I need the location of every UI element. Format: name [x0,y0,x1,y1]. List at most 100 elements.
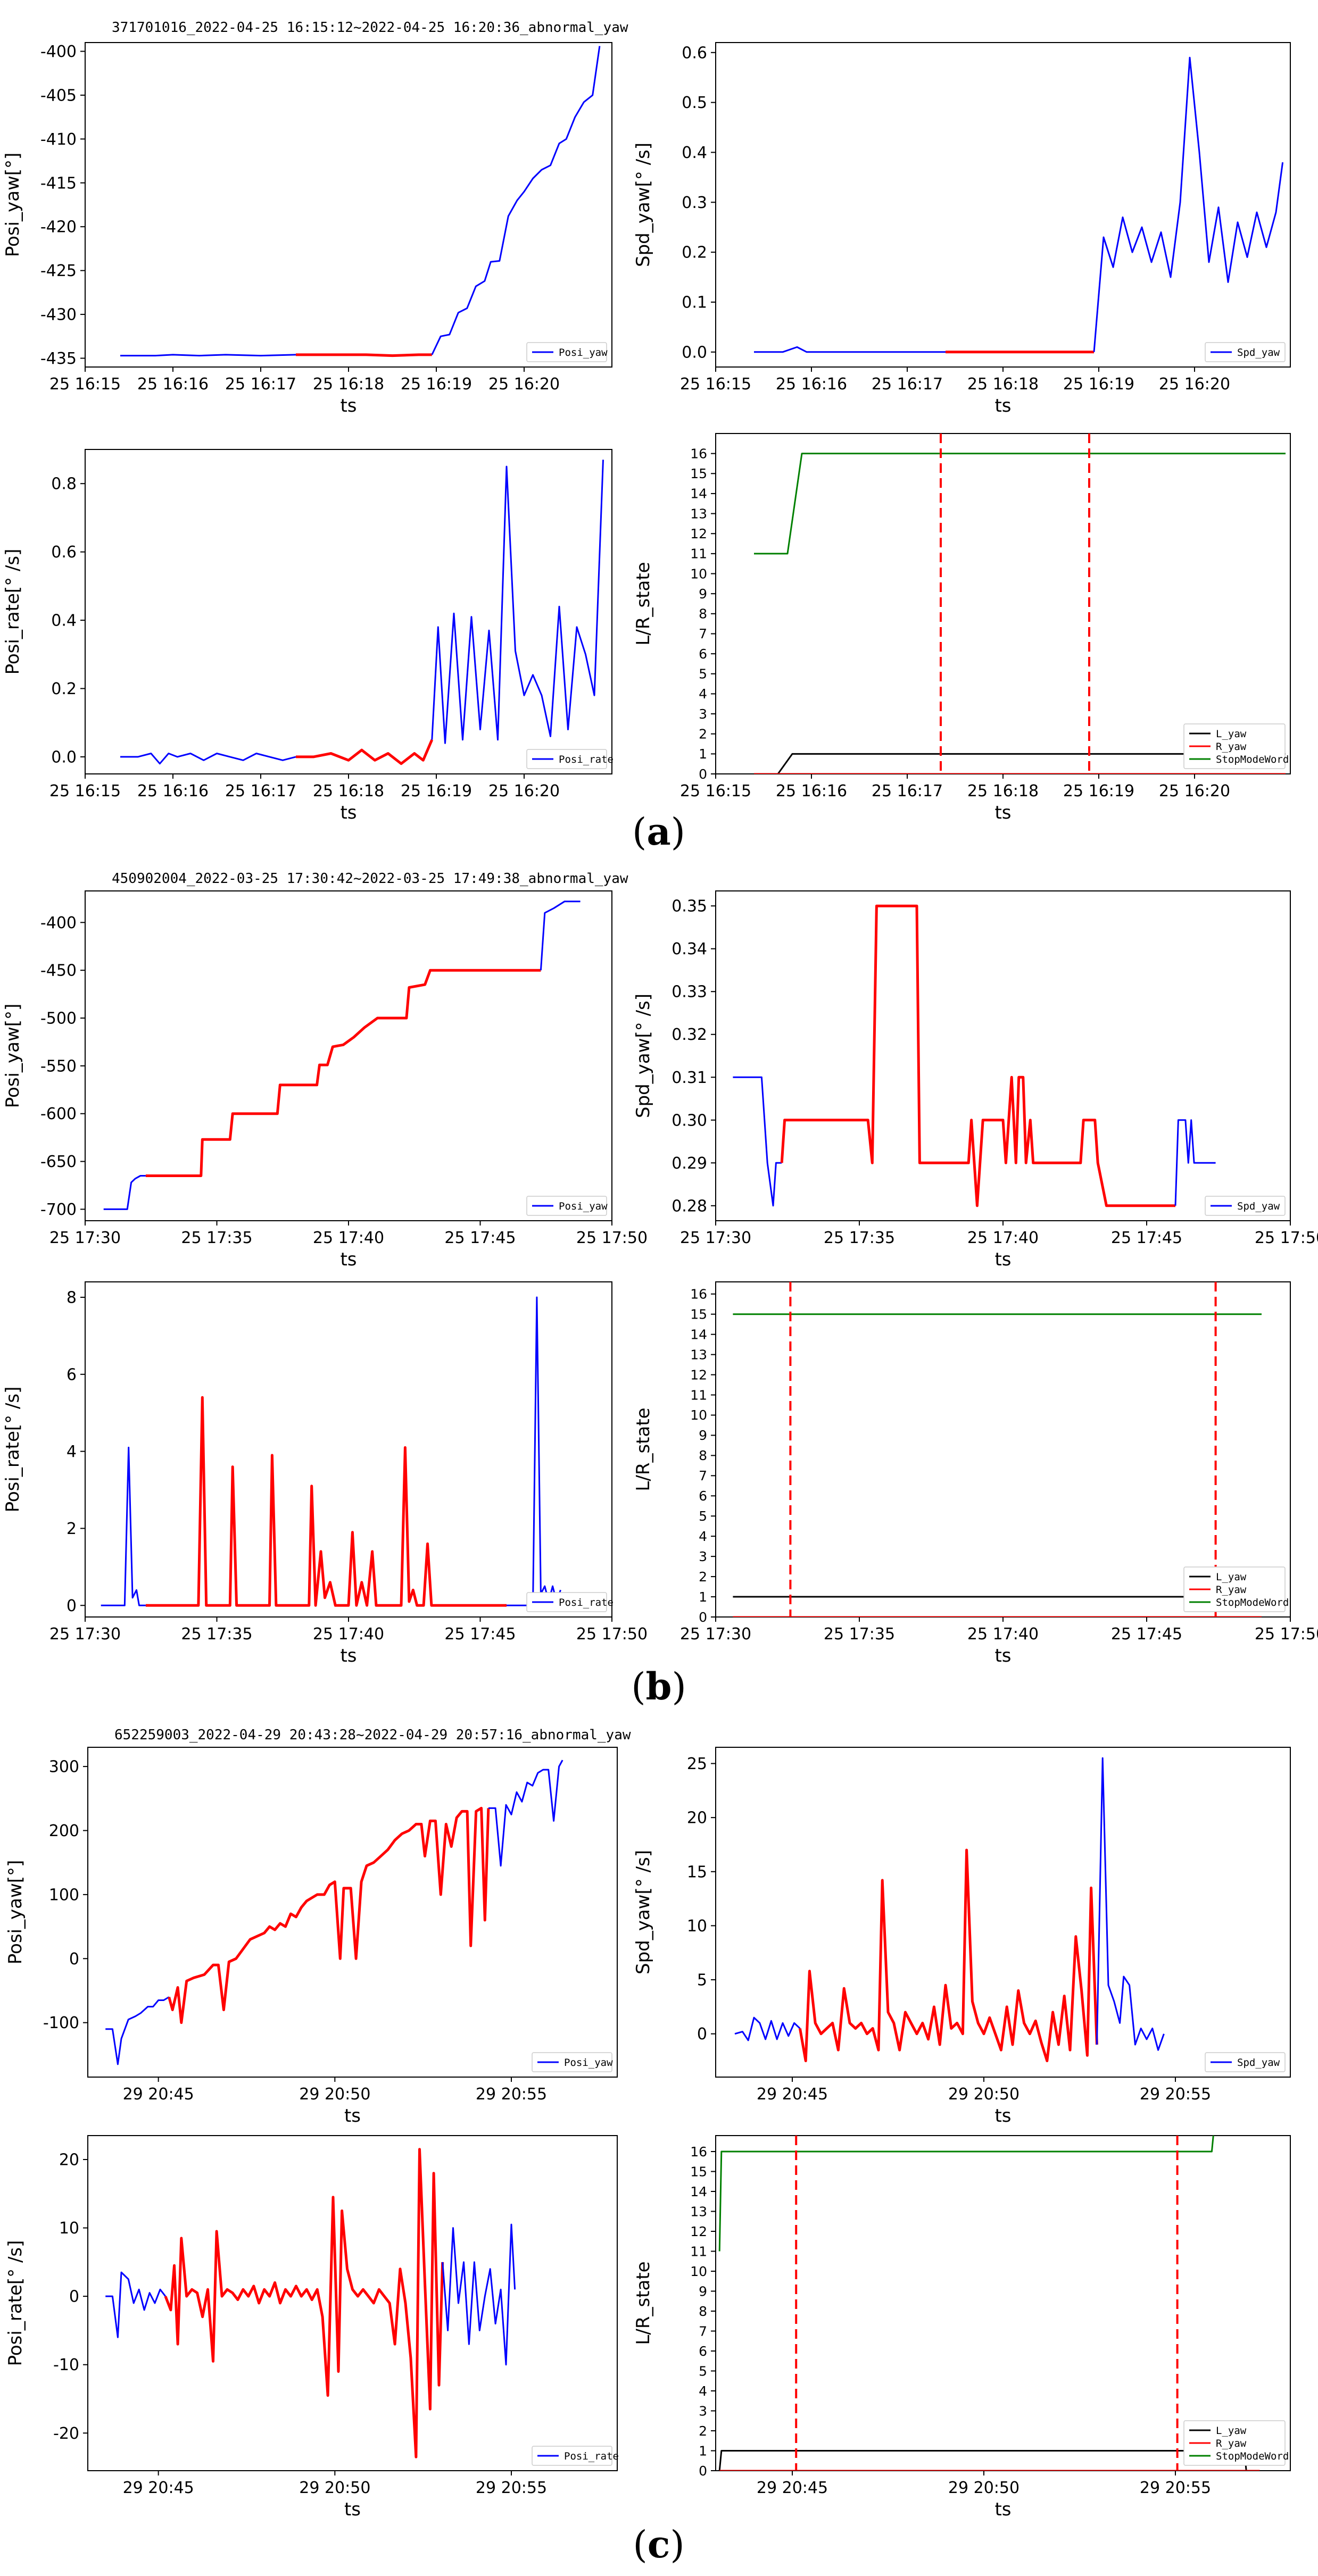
x-axis-label: ts [340,802,357,823]
y-tick-label: 1 [699,1589,707,1605]
y-tick-label: 0.4 [51,612,77,630]
y-tick-label: -415 [40,174,77,193]
y-tick-label: 11 [690,2244,707,2259]
y-axis-label: Spd_yaw[° /s] [633,143,654,267]
x-tick-label: 25 17:40 [967,1229,1039,1247]
panel-a-title: 371701016_2022-04-25 16:15:12~2022-04-25… [112,20,628,36]
x-tick-label: 25 17:30 [680,1625,751,1644]
plot-frame [87,1747,618,2078]
y-tick-label: -20 [53,2424,79,2443]
y-tick-label: 15 [690,2164,707,2179]
y-tick-label: -405 [40,86,77,105]
x-tick-label: 25 16:20 [1159,782,1230,801]
subplot-c-lr-state: 29 20:45 29 20:50 29 20:550123456789101112… [633,2135,1291,2520]
y-axis-label: L/R_state [633,562,654,645]
y-tick-label: 2 [699,726,707,741]
series-line-posi-yaw [540,901,581,971]
plot-frame [715,1747,1291,2078]
x-axis-label: ts [340,1249,357,1270]
legend-box [1205,1196,1286,1216]
x-axis-label: ts [994,1249,1011,1270]
legend-box [526,1592,607,1612]
x-axis-label: ts [994,1645,1011,1666]
y-axis-label: L/R_state [633,2261,654,2345]
legend-box [1205,2052,1286,2072]
x-axis-label: ts [340,395,357,416]
x-axis-label: ts [994,395,1011,416]
y-tick-label: 0.33 [672,983,707,1002]
x-tick-label: 29 20:50 [948,2085,1019,2104]
y-tick-label: 16 [690,2144,707,2160]
panel-c-label: (c) [633,2522,684,2566]
legend-label: L_yaw [1216,728,1247,740]
subplot-c-posi-rate: 29 20:45 29 20:50 29 20:55 -20 -10 0 10 20 ts Pos… [5,2135,619,2520]
x-tick-label: 25 16:20 [488,375,560,394]
y-tick-label: 2 [67,1520,77,1538]
y-tick-label: 0 [699,2463,707,2479]
y-axis-label: Posi_yaw[°] [5,1860,26,1965]
legend-label: Posi_yaw [564,2057,613,2069]
x-tick-label: 25 16:19 [401,375,472,394]
legend-box [532,2446,612,2466]
x-tick-label: 25 16:18 [967,375,1039,394]
plot-data-area [105,1760,563,2065]
y-tick-label: 0 [699,766,707,782]
series-line-posi-rate [120,753,296,765]
y-tick-label: 15 [690,1306,707,1322]
legend-label: R_yaw [1216,1584,1247,1596]
series-line-stopmodeword [718,2136,1214,2252]
panel-b-title: 450902004_2022-03-25 17:30:42~2022-03-25… [112,871,628,887]
y-tick-label: -425 [40,262,77,280]
x-tick-label: 25 16:15 [680,375,751,394]
series-line-posi-yaw-abnormal [296,353,432,357]
x-tick-label: 25 17:45 [444,1625,516,1644]
y-tick-label: 0.2 [51,680,77,698]
legend-label: Posi_rate [559,754,614,765]
x-tick-label: 25 16:16 [137,375,209,394]
legend-box [1183,2420,1286,2466]
panel-c-title: 652259003_2022-04-29 20:43:28~2022-04-29… [114,1727,631,1743]
y-tick-label: 8 [699,606,707,622]
plot-frame [87,2135,618,2471]
x-tick-label: 25 17:40 [313,1625,384,1644]
y-tick-label: 10 [690,1407,707,1423]
x-tick-label: 25 16:17 [225,782,296,801]
x-tick-label: 25 16:16 [137,782,209,801]
y-tick-label: 0 [67,1597,77,1615]
y-axis-label: Posi_yaw[°] [2,153,23,257]
legend-label: R_yaw [1216,741,1247,753]
y-tick-label: 2 [699,1569,707,1585]
y-tick-label: -700 [40,1201,77,1219]
x-tick-label: 29 20:50 [299,2479,370,2497]
x-tick-label: 25 16:17 [872,375,943,394]
x-tick-label: 25 16:17 [872,782,943,801]
y-tick-label: 5 [699,1508,707,1524]
series-line-posi-rate [101,1446,146,1606]
x-tick-label: 25 17:50 [1255,1229,1318,1247]
panel-b-label: (b) [631,1664,686,1708]
y-tick-label: 0.31 [672,1069,707,1087]
y-tick-label: 11 [690,546,707,562]
x-tick-label: 25 17:35 [824,1625,895,1644]
x-tick-label: 25 16:15 [680,782,751,801]
y-tick-label: -400 [40,43,77,61]
y-axis-label: Spd_yaw[° /s] [633,1850,654,1974]
y-tick-label: -650 [40,1153,77,1171]
plot-data-area [754,56,1284,354]
panel-a-label: (a) [632,810,685,854]
y-axis-label: Posi_rate[° /s] [2,549,23,675]
series-line-stopmodeword [754,453,1286,555]
y-tick-label: 4 [67,1443,77,1461]
legend-box [1183,1566,1286,1612]
x-tick-label: 25 17:50 [576,1625,648,1644]
y-tick-label: 0 [697,2025,707,2044]
x-tick-label: 25 16:20 [488,782,560,801]
series-line-l-yaw [754,753,1286,774]
y-tick-label: 300 [49,1758,79,1777]
x-tick-label: 25 16:18 [313,782,384,801]
x-tick-label: 25 17:30 [680,1229,751,1247]
x-tick-label: 25 17:45 [1111,1229,1182,1247]
x-tick-label: 25 17:40 [967,1625,1039,1644]
legend-box [526,342,607,362]
legend-label: Posi_yaw [559,347,608,359]
